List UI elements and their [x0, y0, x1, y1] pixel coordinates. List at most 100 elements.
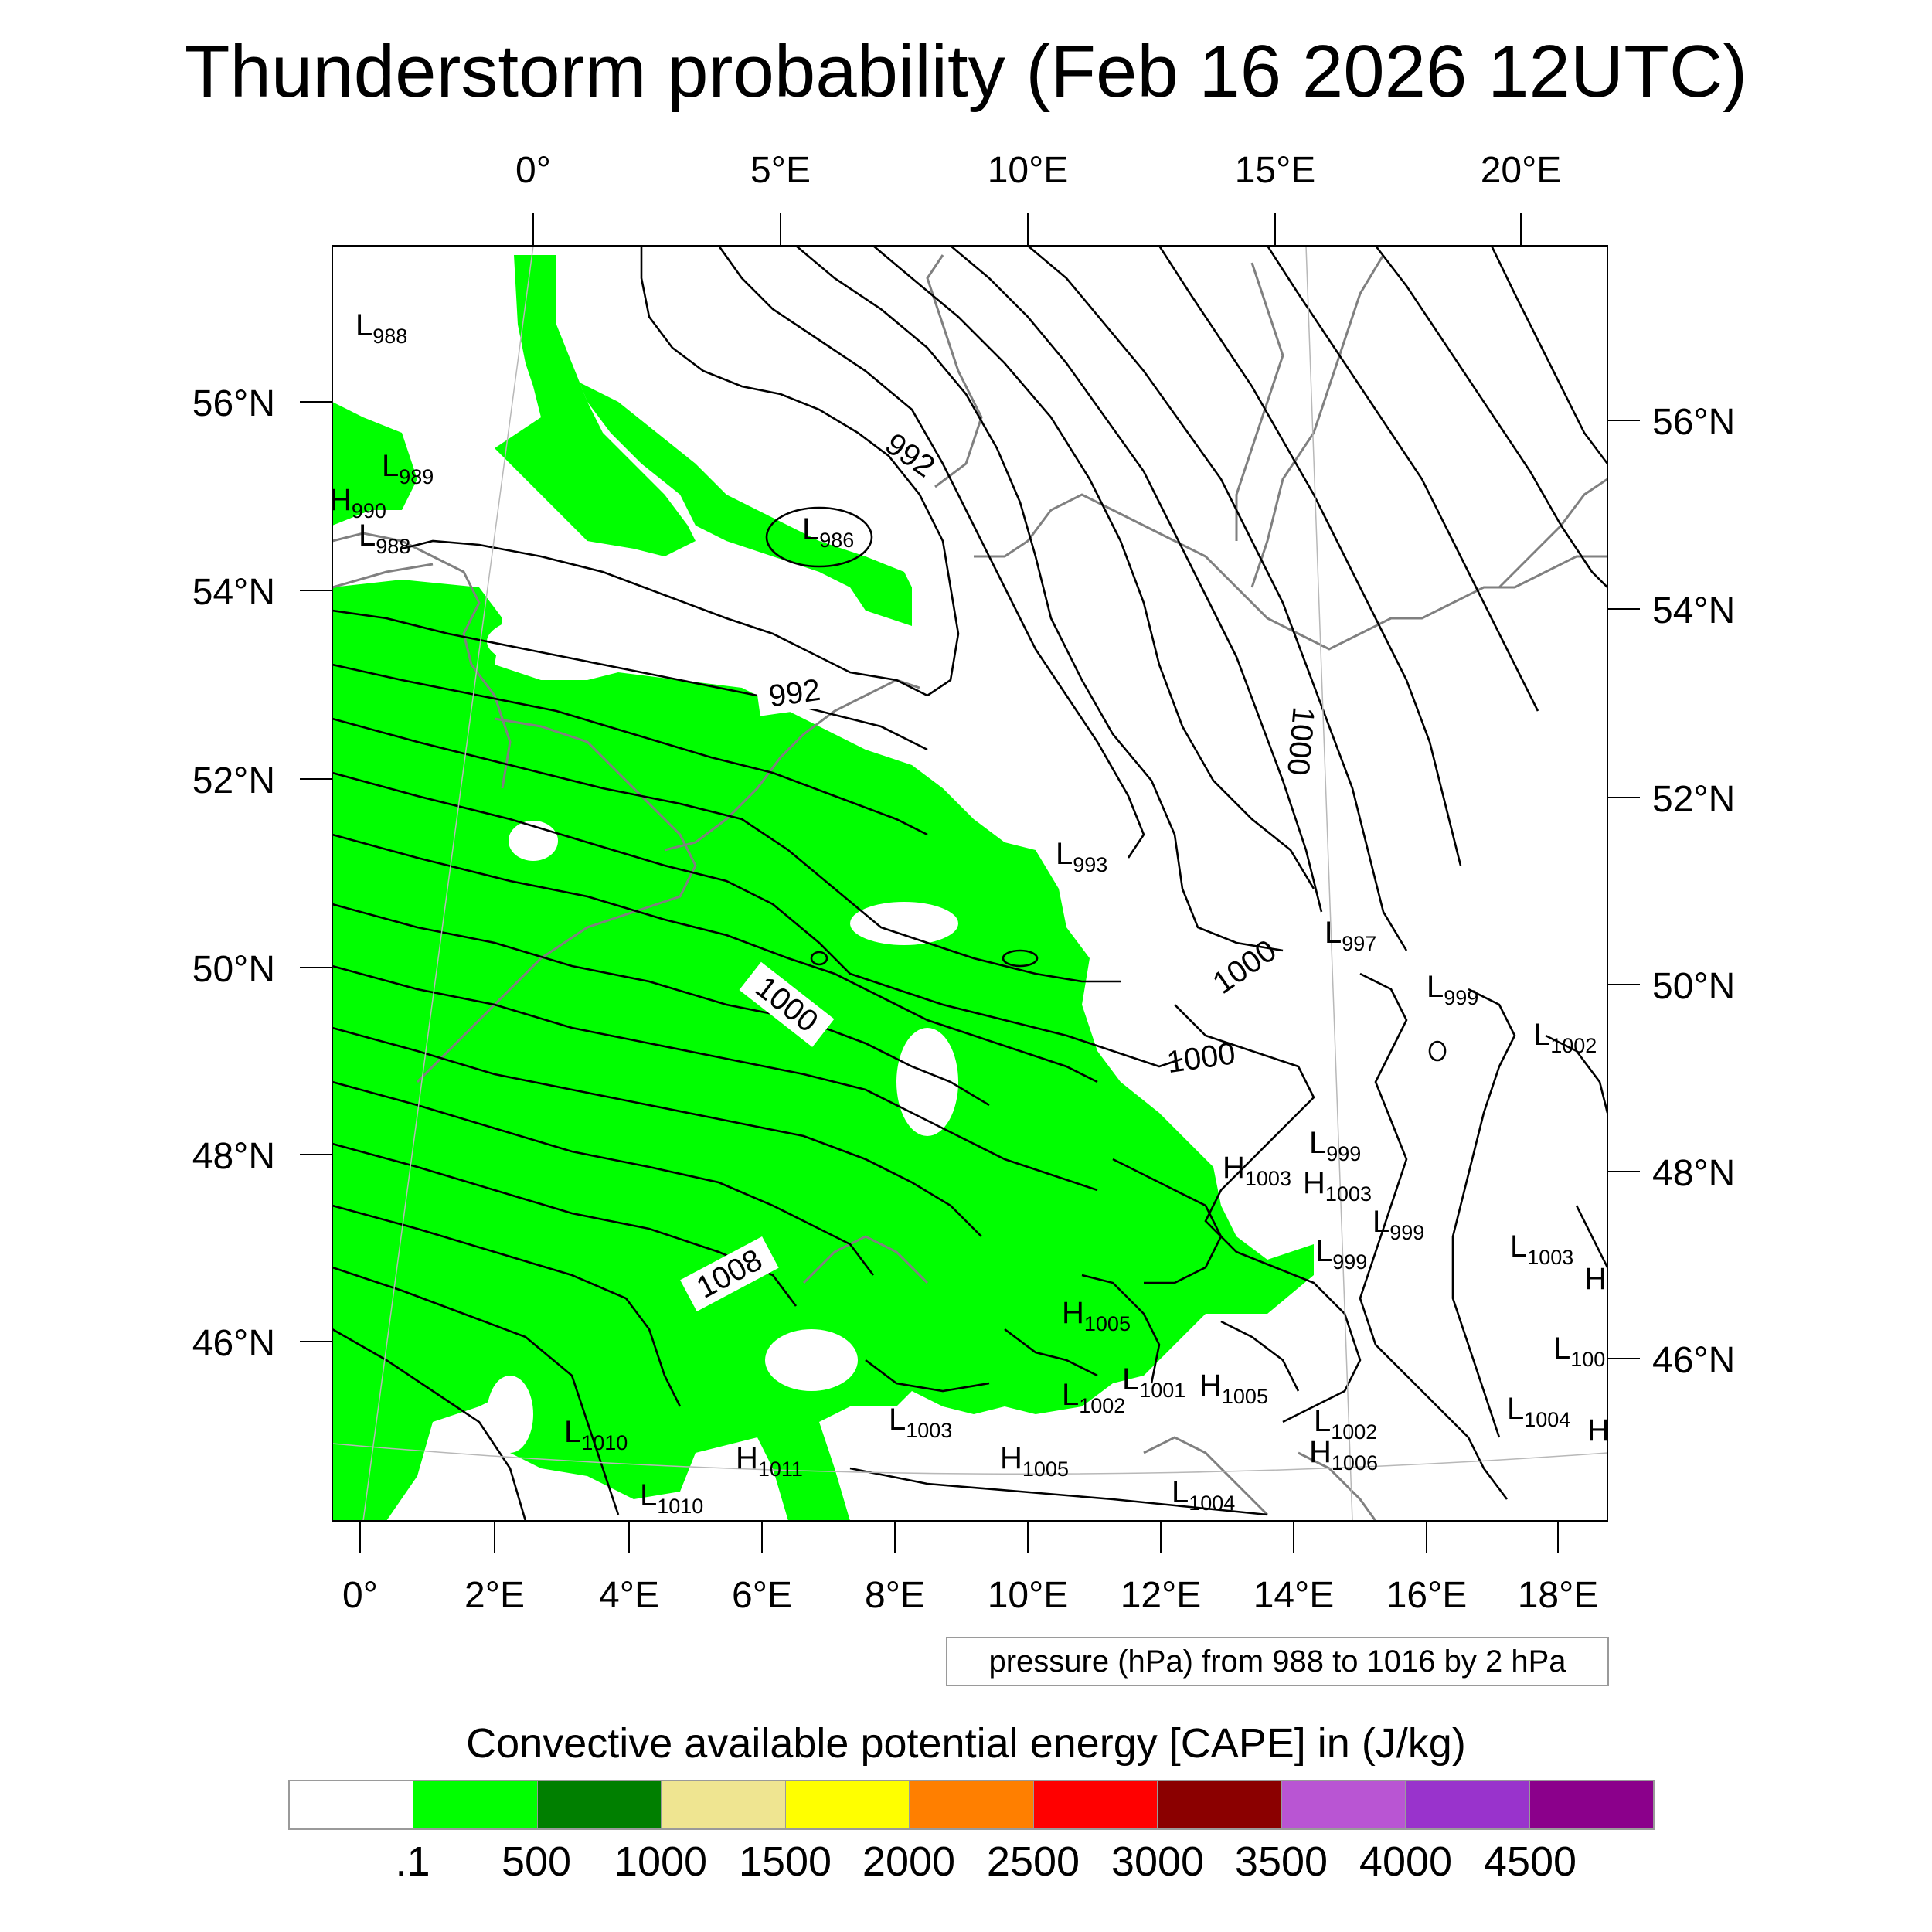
colorbar-swatch — [1281, 1781, 1406, 1828]
coastlines — [332, 254, 1607, 1521]
colorbar-swatch — [413, 1781, 537, 1828]
pressure-center-label: L1004 — [1172, 1475, 1235, 1515]
colorbar-label: 1000 — [614, 1838, 708, 1885]
colorbar-swatch — [1529, 1781, 1653, 1828]
left-lat-labels: 56°N 54°N 52°N 50°N 48°N 46°N — [192, 383, 275, 1364]
colorbar-swatch — [784, 1781, 910, 1828]
lon-label-bottom: 10°E — [988, 1575, 1069, 1616]
lon-label-top: 5°E — [750, 150, 811, 191]
lon-label-bottom: 8°E — [865, 1575, 925, 1616]
lat-label-left: 46°N — [192, 1323, 275, 1364]
map-title: Thunderstorm probability (Feb 16 2026 12… — [184, 30, 1748, 113]
pressure-center-label: L999 — [1315, 1234, 1367, 1274]
pressure-center-label: L999 — [1427, 970, 1478, 1009]
contour-label: 992 — [767, 673, 822, 714]
lat-label-left: 50°N — [192, 949, 275, 990]
lat-label-right: 56°N — [1652, 402, 1735, 443]
contour-label: 1000 — [1165, 1036, 1237, 1080]
cape-area-north-sea — [541, 363, 912, 626]
lon-label-bottom: 2°E — [464, 1575, 525, 1616]
colorbar-swatch — [1032, 1781, 1158, 1828]
pressure-center-label: L988 — [355, 308, 407, 348]
pressure-center-label: L999 — [1372, 1205, 1424, 1244]
cape-shading — [332, 255, 1314, 1521]
colorbar-swatch — [536, 1781, 662, 1828]
colorbar-title: Convective available potential energy [C… — [466, 1720, 1466, 1767]
pressure-center-label: L1010 — [564, 1415, 628, 1454]
lon-label-top: 20°E — [1481, 150, 1562, 191]
lat-label-right: 54°N — [1652, 590, 1735, 631]
pressure-center-label: H1005 — [1000, 1441, 1069, 1481]
lon-label-bottom: 6°E — [732, 1575, 792, 1616]
colorbar-label: 3500 — [1234, 1838, 1328, 1885]
pressure-center-label: L988 — [359, 519, 410, 558]
colorbar-label: 500 — [501, 1838, 572, 1885]
colorbar-labels: .1 500 1000 1500 2000 2500 3000 3500 400… — [0, 1838, 1932, 1892]
pressure-center-label: L989 — [382, 449, 434, 488]
pressure-center-label: L1004 — [1507, 1392, 1570, 1431]
cape-area-uk-west — [332, 402, 417, 526]
contour-label: 992 — [879, 427, 940, 484]
pressure-center-label: H1006 — [1309, 1435, 1378, 1475]
lat-label-right: 48°N — [1652, 1153, 1735, 1194]
pressure-center-label: L100 — [1553, 1332, 1605, 1371]
pressure-center-label: L1002 — [1314, 1404, 1377, 1444]
lat-label-left: 56°N — [192, 383, 275, 424]
pressure-center-label: H — [1587, 1413, 1610, 1447]
contour-label: 1000 — [1281, 706, 1321, 777]
lat-label-right: 50°N — [1652, 966, 1735, 1007]
lon-label-bottom: 14°E — [1253, 1575, 1335, 1616]
lon-label-bottom: 0° — [342, 1575, 378, 1616]
pressure-center-label: H990 — [329, 483, 386, 522]
pressure-center-label: L999 — [1309, 1126, 1361, 1165]
pressure-center-label: L986 — [802, 512, 854, 552]
lat-label-left: 54°N — [192, 572, 275, 613]
lon-label-bottom: 12°E — [1121, 1575, 1202, 1616]
pressure-center-label: L1001 — [1122, 1362, 1185, 1402]
colorbar-label: 2500 — [986, 1838, 1080, 1885]
pressure-center-label: L1003 — [889, 1403, 952, 1442]
pressure-center-label: H1005 — [1062, 1296, 1131, 1335]
lat-label-left: 52°N — [192, 760, 275, 801]
pressure-center-label: L1010 — [640, 1478, 703, 1518]
lon-label-bottom: 4°E — [599, 1575, 659, 1616]
lon-label-bottom: 16°E — [1386, 1575, 1468, 1616]
pressure-center-label: L1002 — [1533, 1018, 1597, 1057]
pressure-centers: L988 L989 H990 L988 L986 L993 L997 L999 … — [329, 308, 1610, 1518]
top-lon-labels: 0° 5°E 10°E 15°E 20°E — [515, 150, 1561, 191]
colorbar-label: 3000 — [1111, 1838, 1205, 1885]
colorbar-label: 4500 — [1483, 1838, 1577, 1885]
pressure-center-label: H1003 — [1303, 1166, 1372, 1206]
map-frame — [332, 245, 1608, 1522]
lon-label-top: 0° — [515, 150, 551, 191]
lon-label-top: 10°E — [988, 150, 1069, 191]
colorbar-swatch — [1405, 1781, 1529, 1828]
lat-label-right: 52°N — [1652, 779, 1735, 820]
colorbar-label: 1500 — [738, 1838, 832, 1885]
pressure-center-label: H1011 — [736, 1441, 803, 1481]
colorbar-label: 4000 — [1359, 1838, 1453, 1885]
isobars — [332, 246, 1607, 1521]
cape-area-main — [332, 580, 1314, 1521]
cape-area-north-band — [495, 255, 696, 556]
right-lat-labels: 56°N 54°N 52°N 50°N 48°N 46°N — [1652, 402, 1735, 1381]
pressure-center-label: L997 — [1325, 916, 1376, 955]
tick-marks — [300, 213, 1640, 1553]
pressure-center-label: H1003 — [1223, 1151, 1291, 1190]
colorbar — [288, 1780, 1655, 1830]
colorbar-swatch — [1157, 1781, 1281, 1828]
bottom-lon-labels: 0° 2°E 4°E 6°E 8°E 10°E 12°E 14°E 16°E 1… — [342, 1575, 1598, 1616]
pressure-center-label: H1005 — [1199, 1369, 1268, 1408]
colorbar-swatch — [290, 1781, 413, 1828]
colorbar-swatch — [909, 1781, 1033, 1828]
colorbar-label: 2000 — [862, 1838, 956, 1885]
graticule — [332, 246, 1607, 1521]
lon-label-bottom: 18°E — [1518, 1575, 1599, 1616]
lon-label-top: 15°E — [1235, 150, 1316, 191]
colorbar-label: .1 — [395, 1838, 430, 1885]
lat-label-right: 46°N — [1652, 1340, 1735, 1381]
lat-label-left: 48°N — [192, 1136, 275, 1177]
colorbar-swatch — [661, 1781, 785, 1828]
pressure-center-label: L1002 — [1062, 1378, 1125, 1417]
